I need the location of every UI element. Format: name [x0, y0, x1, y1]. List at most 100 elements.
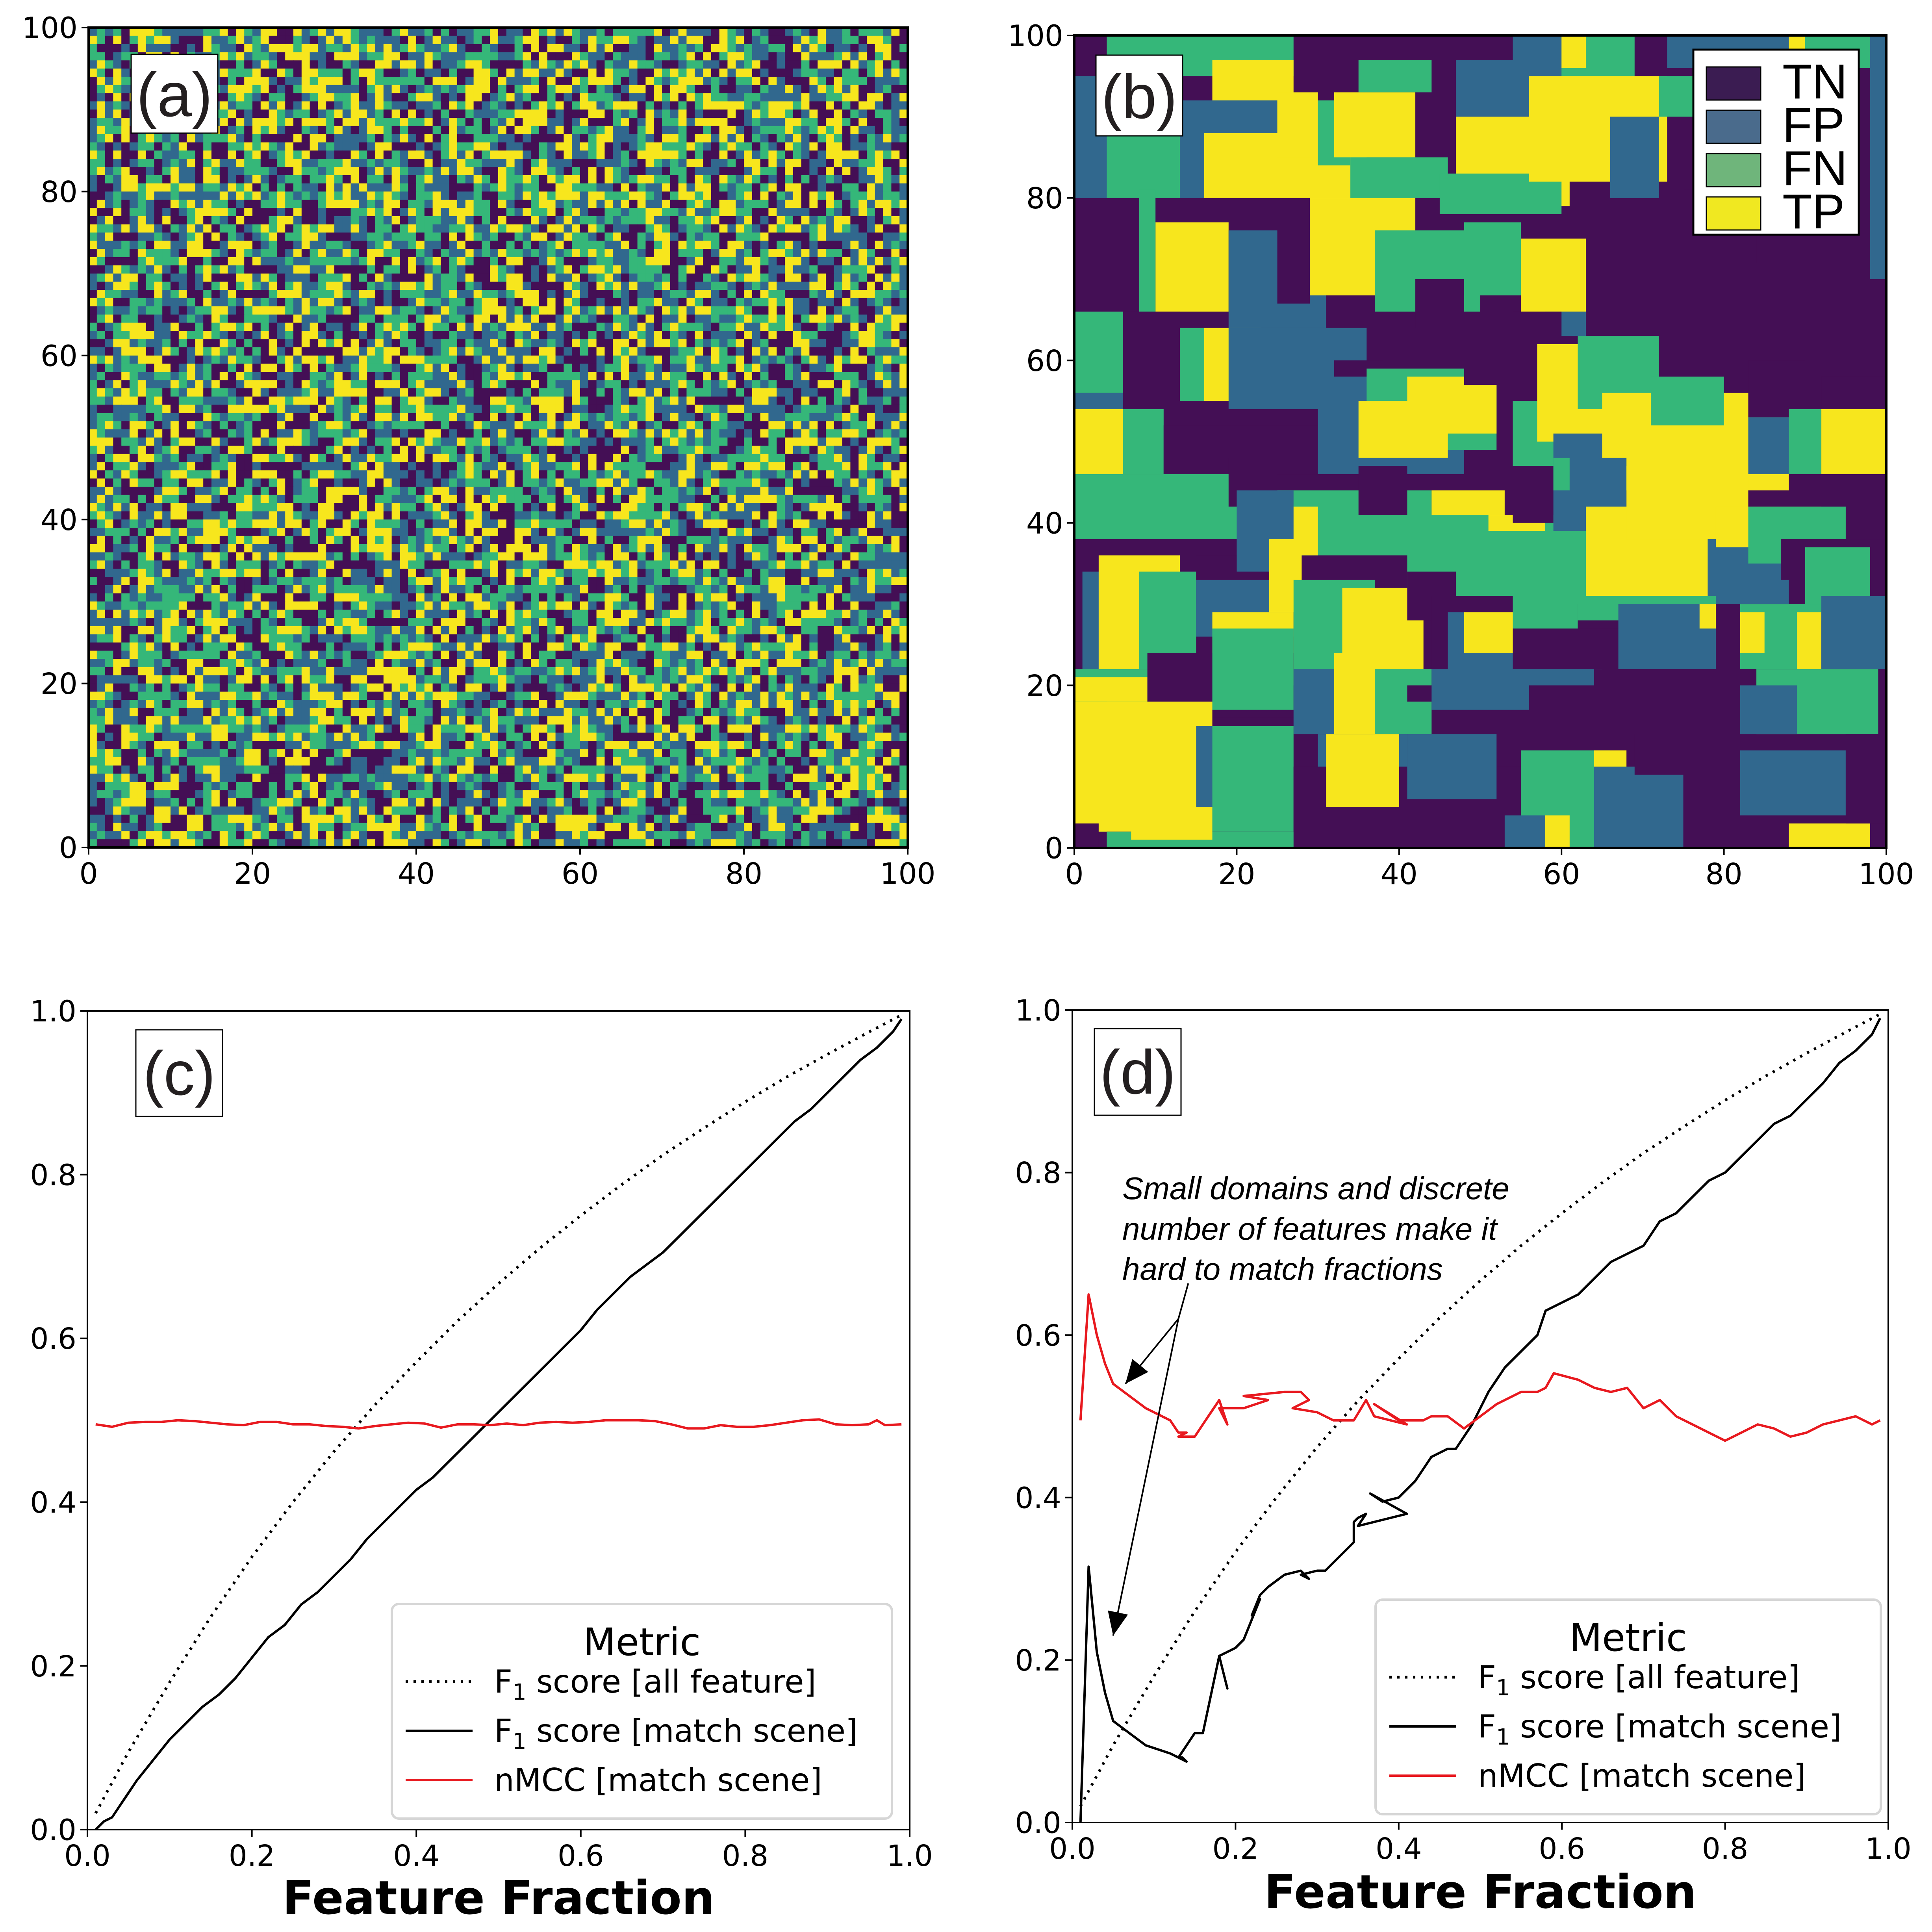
heatmap-cell	[228, 60, 236, 69]
heatmap-cell	[793, 323, 802, 331]
heatmap-cell	[89, 257, 97, 266]
heatmap-cell	[654, 273, 662, 282]
heatmap-cell	[89, 35, 97, 44]
heatmap-cell	[400, 28, 408, 36]
heatmap-cell	[89, 347, 97, 356]
heatmap-cell	[564, 216, 572, 225]
heatmap-cell	[367, 363, 376, 373]
heatmap-cell	[342, 216, 351, 225]
heatmap-cell	[105, 331, 113, 339]
heatmap-cell	[891, 363, 900, 373]
heatmap-cell	[531, 257, 540, 266]
heatmap-cell	[686, 306, 695, 315]
heatmap-cell	[875, 109, 884, 118]
heatmap-cell	[768, 69, 777, 77]
heatmap-cell	[154, 224, 163, 233]
heatmap-cell	[539, 331, 548, 339]
heatmap-cell	[310, 224, 318, 233]
heatmap-cell	[891, 273, 900, 282]
heatmap-cell	[891, 200, 900, 208]
heatmap-cell	[236, 265, 245, 274]
heatmap-cell	[342, 249, 351, 258]
heatmap-cell	[310, 388, 318, 397]
heatmap-cell	[96, 134, 106, 143]
heatmap-cell	[203, 183, 212, 192]
heatmap-cell	[137, 347, 146, 356]
heatmap-cell	[441, 282, 449, 290]
heatmap-cell	[678, 183, 687, 192]
heatmap-cell	[588, 126, 597, 135]
heatmap-cell	[875, 134, 884, 143]
heatmap-cell	[760, 44, 769, 53]
heatmap-cell	[858, 159, 867, 167]
heatmap-cell	[555, 60, 564, 69]
heatmap-cell	[818, 175, 826, 184]
heatmap-cell	[596, 76, 605, 85]
heatmap-cell	[613, 142, 621, 151]
heatmap-cell	[752, 232, 761, 241]
heatmap-cell	[596, 290, 605, 299]
heatmap-cell	[654, 191, 662, 200]
heatmap-cell	[629, 85, 638, 94]
heatmap-cell	[572, 380, 580, 389]
heatmap-cell	[416, 216, 425, 225]
heatmap-cell	[760, 35, 769, 44]
heatmap-cell	[654, 200, 662, 208]
heatmap-cell	[899, 306, 908, 315]
heatmap-cell	[858, 35, 867, 44]
heatmap-cell	[244, 429, 253, 438]
heatmap-cell	[154, 175, 163, 184]
heatmap-cell	[596, 413, 605, 421]
heatmap-cell	[334, 355, 343, 364]
heatmap-cell	[842, 314, 851, 323]
heatmap-cell	[539, 388, 548, 397]
heatmap-cell	[727, 200, 736, 208]
heatmap-cell	[670, 52, 679, 61]
heatmap-cell	[711, 404, 720, 413]
heatmap-cell	[654, 331, 662, 339]
heatmap-cell	[146, 167, 154, 176]
heatmap-cell	[89, 191, 97, 200]
heatmap-cell	[326, 191, 335, 200]
heatmap-cell	[752, 224, 761, 233]
heatmap-cell	[441, 339, 449, 348]
heatmap-cell	[621, 347, 630, 356]
heatmap-cell	[375, 339, 384, 348]
heatmap-cell	[711, 134, 720, 143]
heatmap-cell	[277, 159, 286, 167]
heatmap-cell	[334, 314, 343, 323]
heatmap-cell	[260, 44, 269, 53]
heatmap-cell	[178, 183, 187, 192]
heatmap-cell	[768, 331, 777, 339]
heatmap-cell	[252, 93, 261, 102]
heatmap-cell	[228, 134, 236, 143]
heatmap-cell	[350, 249, 359, 258]
heatmap-cell	[375, 372, 384, 380]
heatmap-cell	[604, 134, 613, 143]
heatmap-cell	[858, 331, 867, 339]
heatmap-cell	[654, 76, 662, 85]
heatmap-cell	[637, 388, 646, 397]
heatmap-cell	[637, 265, 646, 274]
heatmap-cell	[613, 331, 621, 339]
heatmap-cell	[564, 118, 572, 126]
heatmap-cell	[883, 413, 892, 421]
heatmap-cell	[260, 298, 269, 307]
heatmap-cell	[760, 167, 769, 176]
heatmap-cell	[236, 314, 245, 323]
heatmap-cell	[678, 347, 687, 356]
heatmap-cell	[736, 429, 744, 438]
heatmap-cell	[899, 314, 908, 323]
heatmap-cell	[342, 150, 351, 159]
heatmap-cell	[130, 372, 138, 380]
heatmap-cell	[768, 355, 777, 364]
heatmap-cell	[654, 347, 662, 356]
heatmap-cell	[383, 35, 392, 44]
heatmap-cell	[752, 126, 761, 135]
heatmap-cell	[195, 159, 204, 167]
heatmap-cell	[711, 109, 720, 118]
heatmap-cell	[703, 298, 712, 307]
heatmap-cell	[711, 159, 720, 167]
heatmap-cell	[793, 298, 802, 307]
heatmap-cell	[113, 183, 122, 192]
